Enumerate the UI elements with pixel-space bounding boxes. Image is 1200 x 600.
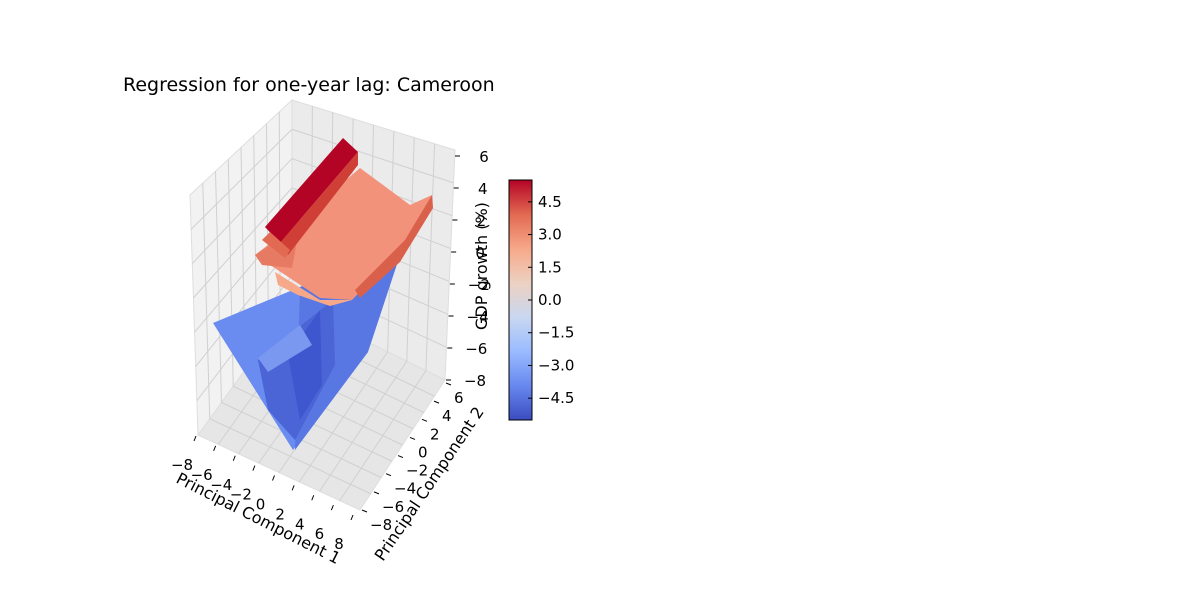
colorbar-tick-label: −1.5 xyxy=(538,324,574,342)
colorbar-tick-label: 4.5 xyxy=(538,193,562,211)
y-tick-mark xyxy=(409,436,416,440)
x-tick-mark xyxy=(311,495,315,501)
x-tick-label: −2 xyxy=(230,486,252,504)
z-tick-label: 6 xyxy=(479,148,489,166)
z-tick-label: −2 xyxy=(468,276,490,294)
surface-salmon-front-lip xyxy=(275,272,352,306)
z-tick-label: −8 xyxy=(464,372,486,390)
colorbar-tick-label: 3.0 xyxy=(538,226,562,244)
y-tick-mark xyxy=(385,473,392,477)
colorbar-tick-label: −4.5 xyxy=(538,389,574,407)
y-tick-mark xyxy=(445,382,452,386)
left-pane-gridline xyxy=(202,183,211,419)
x-tick-mark xyxy=(272,475,275,481)
colorbar-tick-label: 1.5 xyxy=(538,258,562,276)
back-pane-gridline xyxy=(425,143,436,371)
surface-ridge-side xyxy=(280,152,358,255)
y-tick-label: 4 xyxy=(442,407,452,425)
x-tick-label: 6 xyxy=(315,525,325,543)
surface-ridge-step xyxy=(262,232,290,258)
floor-gridline xyxy=(298,351,389,483)
floor-gridline xyxy=(319,360,408,492)
x-tick-mark xyxy=(330,504,334,511)
chart-title: Regression for one-year lag: Cameroon xyxy=(123,74,495,96)
x-tick-mark xyxy=(193,435,197,442)
x-tick-label: −4 xyxy=(210,476,232,494)
z-axis-ticks: −8 −6 −4 −2 0 2 4 6 xyxy=(446,148,490,390)
y-tick-mark xyxy=(433,400,440,404)
x-tick-label: 2 xyxy=(275,505,285,523)
left-pane-gridline xyxy=(215,171,222,403)
colorbar-tick-label: −3.0 xyxy=(538,356,574,374)
surface-salmon-plateau xyxy=(255,168,432,300)
surface-salmon-right-wall xyxy=(355,195,433,298)
surface-blue-crease xyxy=(288,310,322,420)
y-tick-label: −4 xyxy=(394,480,416,498)
surface-ridge-top xyxy=(265,138,358,243)
z-tick-label: 0 xyxy=(475,244,485,262)
z-tick-label: −6 xyxy=(465,340,487,358)
x-tick-mark xyxy=(232,455,236,461)
y-tick-label: −6 xyxy=(382,498,404,516)
z-tick-label: 4 xyxy=(478,180,488,198)
y-tick-label: 6 xyxy=(454,389,464,407)
y-tick-label: −2 xyxy=(406,462,428,480)
x-tick-label: 8 xyxy=(334,535,344,553)
x-tick-label: −8 xyxy=(171,456,193,474)
y-tick-mark xyxy=(397,455,404,459)
x-tick-mark xyxy=(291,485,295,491)
y-tick-mark xyxy=(373,491,380,495)
y-tick-mark xyxy=(421,418,428,422)
x-tick-label: 0 xyxy=(256,496,266,514)
z-tick-label: −4 xyxy=(467,308,489,326)
surface xyxy=(213,138,433,450)
y-tick-label: 2 xyxy=(430,425,440,443)
colorbar-ticks: −4.5 −3.0 −1.5 0.0 1.5 3.0 4.5 xyxy=(528,193,574,407)
surface-blue-facet xyxy=(258,325,312,372)
x-tick-mark xyxy=(350,514,354,521)
y-tick-label: 0 xyxy=(418,443,428,461)
x-tick-label: −6 xyxy=(191,466,213,484)
x-tick-mark xyxy=(213,445,217,452)
x-tick-mark xyxy=(252,465,256,471)
z-tick-label: 2 xyxy=(477,212,487,230)
y-tick-label: −8 xyxy=(370,516,392,534)
colorbar-tick-label: 0.0 xyxy=(538,291,562,309)
x-tick-label: 4 xyxy=(295,515,305,533)
y-tick-mark xyxy=(361,509,368,513)
floor-gridline xyxy=(339,370,427,501)
z-axis-label: GDP growth (%) xyxy=(472,202,491,330)
back-pane-gridline xyxy=(406,137,415,362)
